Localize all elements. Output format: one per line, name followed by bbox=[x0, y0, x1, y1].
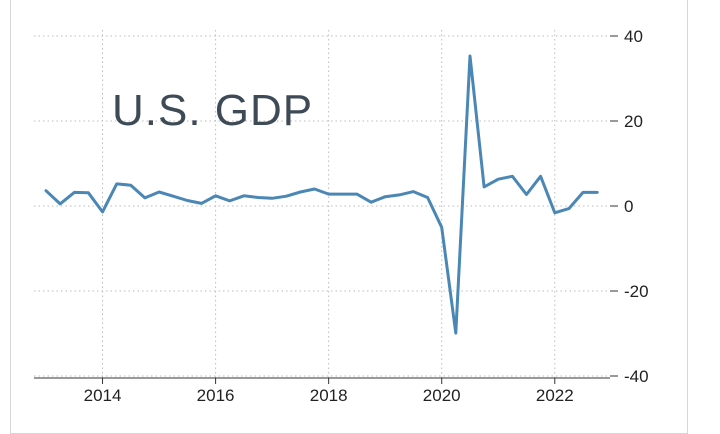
gdp-data-point bbox=[200, 202, 203, 205]
gdp-data-point bbox=[271, 197, 274, 200]
gdp-data-point bbox=[426, 196, 429, 199]
gdp-series-line bbox=[44, 54, 599, 335]
gdp-data-point bbox=[101, 210, 104, 213]
gdp-data-point bbox=[468, 54, 471, 57]
gdp-data-point bbox=[172, 195, 175, 198]
y-tick-label: -40 bbox=[624, 367, 649, 386]
gdp-data-point bbox=[525, 193, 528, 196]
gdp-data-point bbox=[327, 193, 330, 196]
gdp-data-point bbox=[596, 191, 599, 194]
gdp-data-point bbox=[45, 189, 48, 192]
gdp-data-point bbox=[454, 332, 457, 335]
x-tick-label: 2020 bbox=[423, 386, 461, 405]
x-tick-label: 2016 bbox=[197, 386, 235, 405]
gdp-data-point bbox=[582, 191, 585, 194]
gdp-data-point bbox=[143, 196, 146, 199]
gdp-data-point bbox=[158, 190, 161, 193]
gdp-data-point bbox=[553, 211, 556, 214]
gdp-data-point bbox=[355, 193, 358, 196]
series-layer bbox=[44, 54, 599, 335]
gdp-data-point bbox=[129, 184, 132, 187]
gdp-data-point bbox=[186, 199, 189, 202]
gdp-data-point bbox=[214, 194, 217, 197]
y-tick-label: 0 bbox=[624, 197, 633, 216]
gdp-data-point bbox=[115, 182, 118, 185]
gdp-data-point bbox=[440, 226, 443, 229]
y-tick-label: -20 bbox=[624, 282, 649, 301]
x-tick-label: 2014 bbox=[84, 386, 122, 405]
gdp-data-point bbox=[539, 175, 542, 178]
gdp-data-point bbox=[398, 193, 401, 196]
gdp-data-point bbox=[384, 195, 387, 198]
gdp-data-point bbox=[285, 195, 288, 198]
gdp-data-point bbox=[228, 199, 231, 202]
gdp-data-point bbox=[87, 191, 90, 194]
gdp-data-point bbox=[59, 202, 62, 205]
gdp-data-point bbox=[511, 175, 514, 178]
chart-title: U.S. GDP bbox=[112, 86, 314, 135]
x-tick-label: 2022 bbox=[536, 386, 574, 405]
gdp-data-point bbox=[73, 191, 76, 194]
gdp-data-point bbox=[370, 201, 373, 204]
gdp-data-point bbox=[313, 188, 316, 191]
grid-layer bbox=[34, 30, 610, 378]
gdp-data-point bbox=[242, 194, 245, 197]
gdp-data-point bbox=[483, 185, 486, 188]
chart-frame bbox=[10, 0, 688, 434]
y-tick-label: 40 bbox=[624, 27, 643, 46]
gdp-data-point bbox=[497, 178, 500, 181]
gdp-data-point bbox=[412, 190, 415, 193]
gdp-data-point bbox=[341, 193, 344, 196]
gdp-data-point bbox=[256, 196, 259, 199]
gdp-data-point bbox=[299, 190, 302, 193]
axis-layer: 40 20 0 -20 -40 2014 2016 2018 2020 2022 bbox=[34, 27, 649, 405]
x-tick-label: 2018 bbox=[310, 386, 348, 405]
gdp-data-point bbox=[567, 207, 570, 210]
y-tick-label: 20 bbox=[624, 112, 643, 131]
